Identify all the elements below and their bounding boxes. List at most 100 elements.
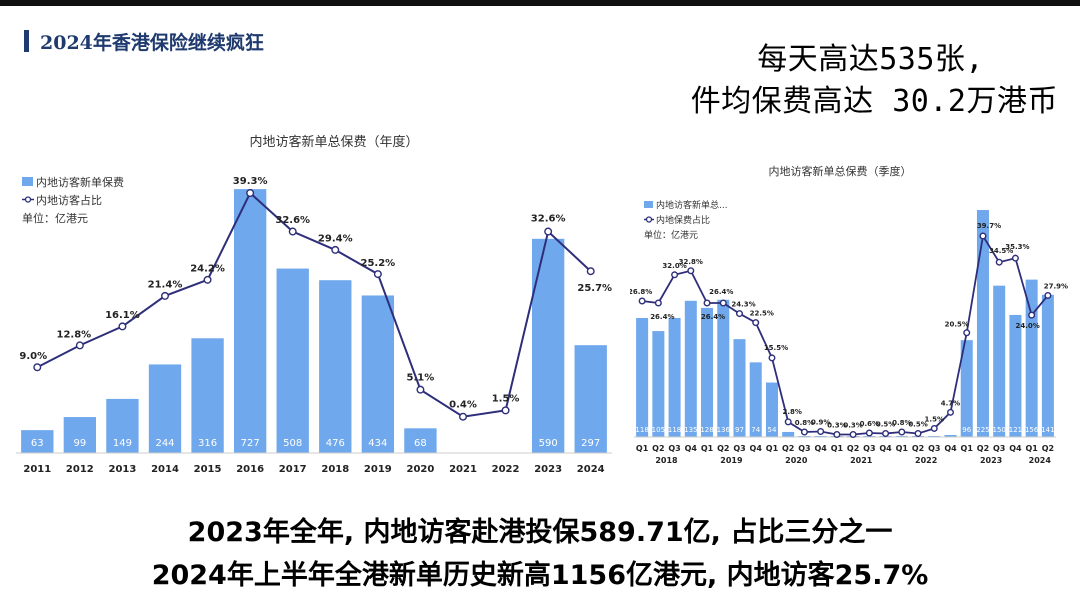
bar-value-label: 118 (635, 426, 648, 434)
share-point (963, 329, 971, 337)
bar-value-label: 156 (1025, 426, 1039, 434)
x-tick-label: Q1 (636, 444, 649, 453)
share-value-label: 26.8% (630, 288, 652, 296)
share-value-label: 34.5% (989, 247, 1013, 255)
share-point (671, 271, 679, 279)
x-tick-label: Q2 (847, 444, 859, 453)
share-point (638, 297, 646, 305)
share-value-label: 12.8% (57, 329, 92, 340)
bar-value-label: 97 (735, 426, 744, 434)
bar-Q1 (1025, 279, 1038, 437)
x-tick-label: 2016 (236, 464, 264, 475)
bar-value-label: 136 (717, 426, 731, 434)
bar-value-label: 244 (155, 438, 174, 449)
share-value-label: 26.4% (701, 313, 725, 321)
share-point (719, 299, 727, 307)
legend-line-marker (645, 216, 653, 223)
x-tick-label: Q2 (782, 444, 794, 453)
share-value-label: 5.1% (407, 373, 435, 384)
share-point (784, 418, 792, 426)
x-tick-label: 2019 (364, 464, 392, 475)
year-group-label: 2020 (785, 456, 808, 465)
share-value-label: 25.7% (577, 283, 612, 294)
share-value-label: 39.3% (233, 176, 268, 187)
headline-line-1: 每天高达535张, (757, 42, 984, 77)
share-value-label: 0.8% (892, 419, 911, 427)
year-group-label: 2018 (655, 456, 678, 465)
share-point (849, 430, 857, 438)
share-value-label: 39.7% (977, 222, 1001, 230)
bar-Q1 (701, 307, 714, 437)
share-point (373, 270, 382, 279)
bar-value-label: 149 (113, 438, 132, 449)
conclusion-line-1: 2023年全年, 内地访客赴港投保589.71亿, 占比三分之一 (187, 517, 893, 548)
bar-2015 (191, 338, 224, 453)
x-tick-label: Q4 (685, 444, 698, 453)
share-point (882, 429, 890, 437)
share-value-label: 0.5% (908, 420, 927, 428)
share-point (687, 267, 695, 275)
year-group-label: 2022 (915, 456, 937, 465)
bar-value-label: 96 (962, 426, 971, 434)
bar-Q1 (636, 317, 649, 437)
bar-value-label: 121 (1009, 426, 1022, 434)
share-point (331, 245, 340, 254)
share-point (735, 310, 743, 318)
share-point (817, 427, 825, 435)
share-value-label: 26.4% (709, 288, 733, 296)
bar-value-label: 476 (326, 438, 345, 449)
unit-label: 单位：亿港元 (644, 229, 698, 241)
share-point (1044, 291, 1052, 299)
share-value-label: 32.6% (275, 215, 310, 226)
share-point (75, 341, 84, 350)
x-tick-label: Q3 (993, 444, 1005, 453)
bar-2013 (106, 398, 139, 453)
slide-title: 2024年香港保险继续疯狂 (40, 32, 264, 54)
share-point (586, 267, 595, 276)
x-tick-label: 2012 (66, 464, 94, 475)
legend-label-line: 内地访客占比 (36, 193, 102, 207)
share-value-label: 24.3% (731, 301, 755, 309)
legend-label-bar: 内地访客新单总... (656, 199, 728, 211)
x-tick-label: Q1 (766, 444, 779, 453)
share-point (914, 429, 922, 437)
share-value-label: 25.2% (361, 258, 396, 269)
year-group-label: 2019 (720, 456, 743, 465)
share-value-label: 22.5% (750, 310, 774, 318)
share-value-label: 0.9% (811, 418, 830, 426)
share-point (203, 275, 212, 284)
bar-Q3 (993, 285, 1006, 437)
conclusion-line-2: 2024年上半年全港新单历史新高1156亿港元, 内地访客25.7% (151, 560, 929, 591)
share-value-label: 0.3% (843, 421, 862, 429)
share-point (800, 428, 808, 436)
bar-Q4 (814, 435, 827, 437)
bar-value-label: 150 (993, 426, 1006, 434)
chart-title: 内地访客新单总保费（季度） (769, 164, 912, 178)
share-point (752, 319, 760, 327)
legend-line-marker (24, 196, 32, 203)
share-point (459, 412, 468, 421)
bar-Q3 (928, 435, 941, 437)
share-point (865, 429, 873, 437)
bar-2023 (531, 238, 565, 453)
share-point (833, 430, 841, 438)
x-tick-label: 2021 (449, 464, 477, 475)
x-tick-label: 2014 (151, 464, 179, 475)
x-tick-label: Q4 (944, 444, 957, 453)
bar-value-label: 316 (198, 438, 217, 449)
share-point (246, 188, 255, 197)
share-point (703, 299, 711, 307)
share-point (1011, 254, 1019, 262)
x-tick-label: Q3 (668, 444, 680, 453)
x-tick-label: Q3 (863, 444, 875, 453)
bar-Q1 (960, 340, 973, 437)
share-value-label: 21.4% (148, 280, 183, 291)
x-tick-label: 2013 (109, 464, 137, 475)
bar-Q3 (733, 339, 746, 437)
bar-2014 (148, 364, 182, 453)
title-accent-bar (24, 30, 29, 52)
share-value-label: 20.5% (945, 321, 969, 329)
share-value-label: 2.8% (782, 408, 801, 416)
bar-value-label: 105 (652, 426, 665, 434)
